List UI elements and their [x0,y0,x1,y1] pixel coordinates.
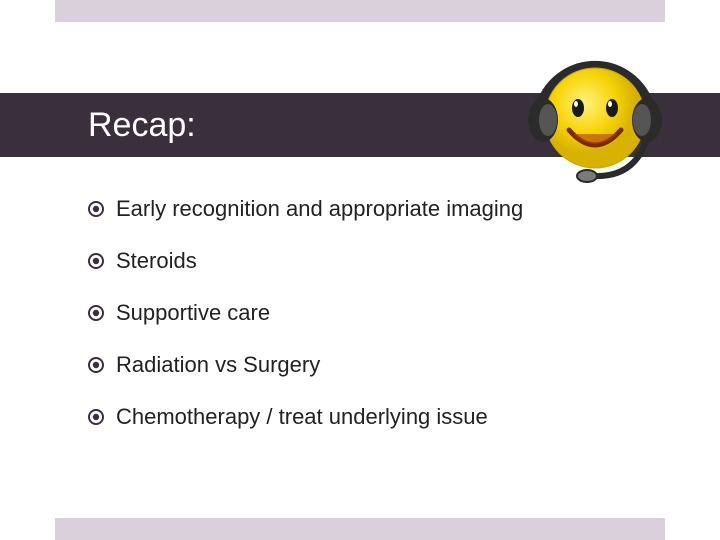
list-item: Early recognition and appropriate imagin… [88,196,660,222]
bullet-list: Early recognition and appropriate imagin… [88,196,660,456]
list-item: Supportive care [88,300,660,326]
bullet-text: Chemotherapy / treat underlying issue [116,404,488,430]
bullet-text: Steroids [116,248,197,274]
bullet-icon [88,305,104,321]
bullet-icon [88,201,104,217]
bullet-text: Radiation vs Surgery [116,352,320,378]
bullet-icon [88,253,104,269]
bullet-icon [88,409,104,425]
list-item: Steroids [88,248,660,274]
bottom-accent-band [55,518,665,540]
smiley-headset-graphic [515,30,675,190]
bullet-text: Early recognition and appropriate imagin… [116,196,523,222]
top-accent-band [55,0,665,22]
bullet-icon [88,357,104,373]
list-item: Chemotherapy / treat underlying issue [88,404,660,430]
slide-title: Recap: [88,106,196,145]
smiley-headset-icon [515,30,675,190]
list-item: Radiation vs Surgery [88,352,660,378]
bullet-text: Supportive care [116,300,270,326]
